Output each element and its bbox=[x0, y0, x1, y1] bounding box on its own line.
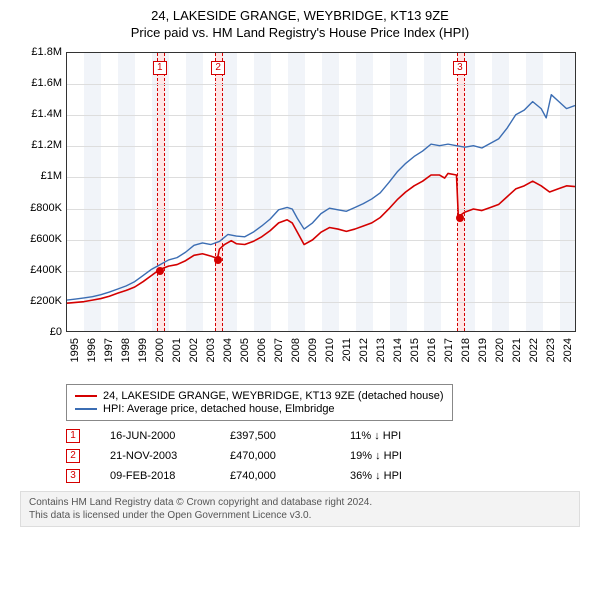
x-axis-label: 2017 bbox=[443, 338, 455, 362]
legend-label: 24, LAKESIDE GRANGE, WEYBRIDGE, KT13 9ZE… bbox=[103, 390, 444, 402]
legend-item: 24, LAKESIDE GRANGE, WEYBRIDGE, KT13 9ZE… bbox=[75, 390, 444, 402]
y-axis-label: £1.6M bbox=[20, 77, 62, 89]
sale-marker: 1 bbox=[153, 61, 167, 75]
plot-inner bbox=[67, 53, 575, 331]
x-axis-label: 1996 bbox=[86, 338, 98, 362]
sales-table: 1 16-JUN-2000 £397,500 11% ↓ HPI 2 21-NOV-200… bbox=[20, 429, 580, 483]
sales-table-row: 2 21-NOV-2003 £470,000 19% ↓ HPI bbox=[66, 449, 580, 463]
legend-swatch bbox=[75, 408, 97, 410]
x-axis-label: 2023 bbox=[545, 338, 557, 362]
series-hpi bbox=[67, 95, 575, 300]
chart-area: 1 2 3 £0 £200K £400K £600K £800K £1M £1.2M £1.4M £… bbox=[20, 48, 580, 378]
sales-row-delta: 19% ↓ HPI bbox=[350, 450, 440, 462]
footer: Contains HM Land Registry data © Crown c… bbox=[20, 491, 580, 527]
sales-table-row: 3 09-FEB-2018 £740,000 36% ↓ HPI bbox=[66, 469, 580, 483]
y-axis-label: £800K bbox=[20, 202, 62, 214]
sale-marker: 3 bbox=[453, 61, 467, 75]
sale-dot bbox=[156, 267, 164, 275]
sales-row-price: £397,500 bbox=[230, 430, 320, 442]
chart-subtitle: Price paid vs. HM Land Registry's House … bbox=[10, 25, 590, 40]
x-axis-label: 2012 bbox=[358, 338, 370, 362]
x-axis-label: 2000 bbox=[154, 338, 166, 362]
series-subject bbox=[67, 173, 575, 303]
y-axis-label: £1.8M bbox=[20, 46, 62, 58]
y-axis-label: £1.2M bbox=[20, 139, 62, 151]
y-axis-label: £1.4M bbox=[20, 108, 62, 120]
sales-table-row: 1 16-JUN-2000 £397,500 11% ↓ HPI bbox=[66, 429, 580, 443]
y-axis-label: £600K bbox=[20, 233, 62, 245]
y-axis-label: £200K bbox=[20, 295, 62, 307]
x-axis-label: 1997 bbox=[103, 338, 115, 362]
chart-title: 24, LAKESIDE GRANGE, WEYBRIDGE, KT13 9ZE bbox=[10, 8, 590, 23]
x-axis-label: 1999 bbox=[137, 338, 149, 362]
x-axis-label: 2015 bbox=[409, 338, 421, 362]
x-axis-label: 2011 bbox=[341, 338, 353, 362]
sales-row-delta: 11% ↓ HPI bbox=[350, 430, 440, 442]
x-axis-label: 2006 bbox=[256, 338, 268, 362]
sales-row-price: £740,000 bbox=[230, 470, 320, 482]
y-axis-label: £0 bbox=[20, 326, 62, 338]
x-axis-label: 1995 bbox=[69, 338, 81, 362]
sales-row-price: £470,000 bbox=[230, 450, 320, 462]
x-axis-label: 2020 bbox=[494, 338, 506, 362]
x-axis-label: 1998 bbox=[120, 338, 132, 362]
line-layer bbox=[67, 53, 575, 331]
sales-row-date: 09-FEB-2018 bbox=[110, 470, 200, 482]
x-axis-label: 2018 bbox=[460, 338, 472, 362]
sales-row-date: 16-JUN-2000 bbox=[110, 430, 200, 442]
sales-row-marker: 1 bbox=[66, 429, 80, 443]
x-axis-label: 2005 bbox=[239, 338, 251, 362]
x-axis-label: 2007 bbox=[273, 338, 285, 362]
legend-swatch bbox=[75, 395, 97, 397]
x-axis-label: 2010 bbox=[324, 338, 336, 362]
sales-row-delta: 36% ↓ HPI bbox=[350, 470, 440, 482]
x-axis-label: 2002 bbox=[188, 338, 200, 362]
x-axis-label: 2001 bbox=[171, 338, 183, 362]
x-axis-label: 2009 bbox=[307, 338, 319, 362]
legend-item: HPI: Average price, detached house, Elmb… bbox=[75, 403, 444, 415]
chart-container: 24, LAKESIDE GRANGE, WEYBRIDGE, KT13 9ZE… bbox=[0, 0, 600, 533]
x-axis-label: 2021 bbox=[511, 338, 523, 362]
y-axis-label: £400K bbox=[20, 264, 62, 276]
legend: 24, LAKESIDE GRANGE, WEYBRIDGE, KT13 9ZE… bbox=[20, 384, 580, 421]
sale-marker: 2 bbox=[211, 61, 225, 75]
x-axis-label: 2024 bbox=[562, 338, 574, 362]
x-axis-label: 2013 bbox=[375, 338, 387, 362]
sale-dot bbox=[456, 214, 464, 222]
x-axis-label: 2003 bbox=[205, 338, 217, 362]
legend-label: HPI: Average price, detached house, Elmb… bbox=[103, 403, 335, 415]
x-axis-label: 2022 bbox=[528, 338, 540, 362]
x-axis-label: 2008 bbox=[290, 338, 302, 362]
x-axis-label: 2014 bbox=[392, 338, 404, 362]
x-axis-label: 2019 bbox=[477, 338, 489, 362]
footer-line-2: This data is licensed under the Open Gov… bbox=[29, 509, 571, 522]
plot-area: 1 2 3 bbox=[66, 52, 576, 332]
sales-row-date: 21-NOV-2003 bbox=[110, 450, 200, 462]
x-axis-label: 2016 bbox=[426, 338, 438, 362]
x-axis-label: 2004 bbox=[222, 338, 234, 362]
sale-dot bbox=[214, 256, 222, 264]
footer-line-1: Contains HM Land Registry data © Crown c… bbox=[29, 496, 571, 509]
sales-row-marker: 3 bbox=[66, 469, 80, 483]
sales-row-marker: 2 bbox=[66, 449, 80, 463]
y-axis-label: £1M bbox=[20, 170, 62, 182]
